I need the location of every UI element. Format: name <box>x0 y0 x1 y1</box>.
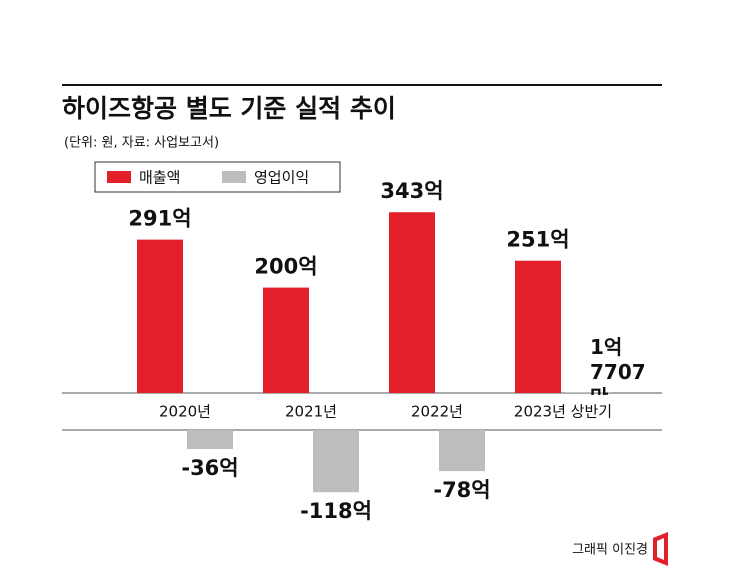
value-label: -36억 <box>181 456 238 480</box>
bar <box>313 430 359 493</box>
value-label: 1억 7707만 <box>590 335 646 395</box>
legend-swatch <box>107 171 131 183</box>
x-tick-label: 2023년 상반기 <box>514 403 612 421</box>
value-label: 200억 <box>254 255 317 279</box>
legend-box <box>94 161 341 193</box>
value-label: 343억 <box>380 179 443 203</box>
bar <box>187 430 233 449</box>
credit: 그래픽 이진경 <box>572 543 648 558</box>
bar <box>137 239 183 393</box>
bar <box>565 392 611 393</box>
x-tick-label: 2021년 <box>285 403 337 421</box>
credit-icon <box>653 532 668 566</box>
x-tick-label: 2020년 <box>159 403 211 421</box>
value-label: 251억 <box>506 228 569 252</box>
value-label: -118억 <box>300 499 372 523</box>
bar <box>263 287 309 393</box>
bar <box>515 260 561 393</box>
legend-swatch <box>222 171 246 183</box>
value-label: -78억 <box>433 478 490 502</box>
bar <box>439 430 485 472</box>
x-tick-label: 2022년 <box>411 403 463 421</box>
chart-subtitle: (단위: 원, 자료: 사업보고서) <box>64 136 219 151</box>
bar <box>389 212 435 393</box>
value-label-box: 1억 7707만 <box>590 335 646 395</box>
legend-label: 매출액 <box>139 169 180 187</box>
value-label: 291억 <box>128 207 191 231</box>
legend-label: 영업이익 <box>254 169 309 187</box>
chart-title: 하이즈항공 별도 기준 실적 추이 <box>62 94 396 123</box>
